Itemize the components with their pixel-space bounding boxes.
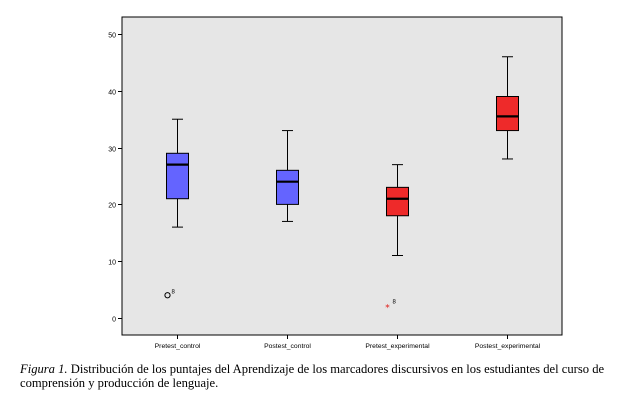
x-tick-label: Postest_control — [264, 343, 311, 350]
caption-label: Figura 1. — [20, 362, 68, 376]
box-Postest_control — [276, 130, 299, 222]
outlier-label: 8 — [172, 289, 176, 295]
y-tick-label: 10 — [108, 260, 116, 267]
box-body — [386, 186, 409, 217]
outlier-star: * — [385, 304, 390, 314]
x-tick-label: Pretest_control — [155, 343, 201, 350]
box-Pretest_experimental: *8 — [385, 164, 409, 314]
y-tick-label: 30 — [108, 147, 116, 154]
outlier-circle — [164, 292, 171, 299]
y-axis: 0 10 20 30 40 50 — [108, 33, 122, 324]
box-Pretest_control: 8 — [164, 118, 189, 299]
figure-caption: Figura 1. Distribución de los puntajes d… — [20, 362, 616, 390]
x-tick-label: Postest_experimental — [475, 343, 541, 350]
box-body — [166, 152, 189, 200]
box-body — [496, 96, 519, 132]
boxes: 8*8 — [164, 56, 519, 314]
outlier-label: 8 — [393, 300, 397, 306]
y-tick-label: 40 — [108, 90, 116, 97]
box-Postest_experimental — [496, 56, 519, 160]
box-body — [276, 169, 299, 205]
y-tick-label: 0 — [112, 317, 116, 324]
y-tick-label: 20 — [108, 203, 116, 210]
x-tick-label: Pretest_experimental — [365, 343, 430, 350]
y-tick-label: 50 — [108, 33, 116, 40]
caption-text: Distribución de los puntajes del Aprendi… — [20, 362, 605, 390]
plot-area — [121, 16, 563, 336]
x-axis: Pretest_control Postest_control Pretest_ex… — [155, 335, 541, 350]
